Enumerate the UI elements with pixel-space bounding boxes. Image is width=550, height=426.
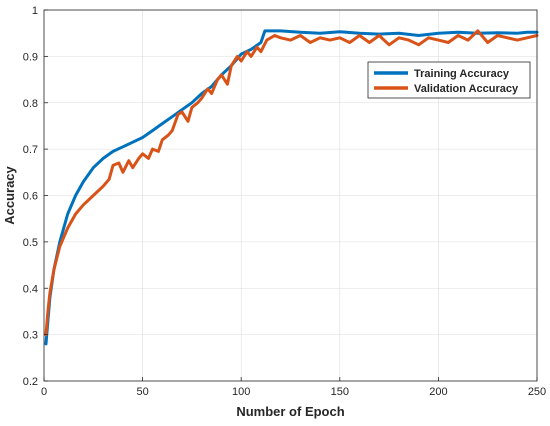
series-line-validation <box>44 29 539 337</box>
x-axis-label: Number of Epoch <box>236 404 344 419</box>
legend-label-training: Training Accuracy <box>414 68 510 80</box>
legend: Training Accuracy Validation Accuracy <box>367 61 531 99</box>
y-axis-label: Accuracy <box>2 165 17 224</box>
y-tick-label: 0.9 <box>23 51 38 63</box>
y-tick-label: 0.2 <box>23 376 38 388</box>
legend-label-validation: Validation Accuracy <box>414 83 519 95</box>
y-tick-label: 0.8 <box>23 98 38 110</box>
y-tick-label: 0.6 <box>23 191 38 203</box>
x-tick-label: 250 <box>528 386 546 398</box>
x-tick-label: 0 <box>41 386 47 398</box>
y-tick-label: 0.7 <box>23 144 38 156</box>
x-tick-label: 100 <box>232 386 250 398</box>
series-layer <box>44 29 539 346</box>
axis-ticks: 0 50 100 150 200 250 0.2 0.3 0.4 0.5 0.6 0.7 0.8 0.9 1 <box>23 5 546 398</box>
x-tick-label: 150 <box>331 386 349 398</box>
legend-box <box>367 61 531 99</box>
x-tick-label: 200 <box>429 386 447 398</box>
y-tick-label: 1 <box>32 5 38 17</box>
y-tick-label: 0.5 <box>23 237 38 249</box>
y-tick-label: 0.3 <box>23 330 38 342</box>
y-tick-label: 0.4 <box>23 283 38 295</box>
x-tick-label: 50 <box>136 386 148 398</box>
